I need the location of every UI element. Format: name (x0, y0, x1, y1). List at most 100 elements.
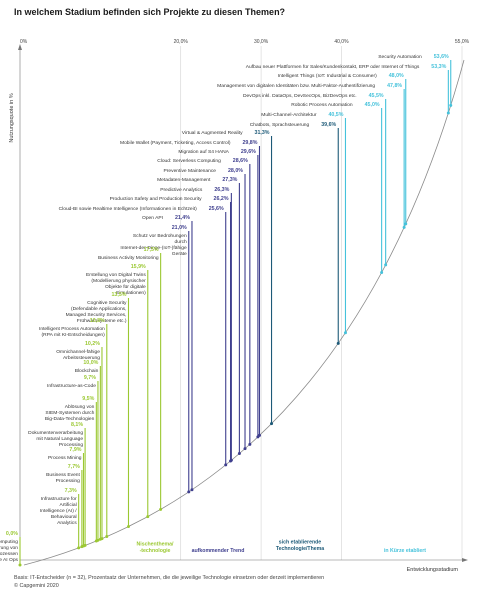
point-dot (384, 263, 388, 267)
value-label: 48,0% (389, 73, 404, 79)
point-dot (94, 539, 98, 543)
data-point: 28,6% Cloud: Serverless Computing (157, 158, 252, 446)
point-dot (77, 546, 81, 550)
value-label: 9,7% (84, 375, 96, 381)
value-label: 31,3% (255, 130, 270, 136)
point-label: Migration auf S4 HANA (178, 149, 229, 155)
x-tick-label: 20,0% (174, 39, 189, 45)
point-label: Omnichannel-fähige (56, 349, 100, 355)
category-labels: Nischenthema/-technologie aufkommender Tr… (137, 540, 427, 555)
point-label: Process Mining (48, 455, 82, 461)
point-label: Virtual & Augmented Reality (182, 130, 243, 136)
point-dot (98, 537, 102, 541)
data-point: 40,5% Multi-Channel-Architektur (261, 112, 347, 335)
point-label: Business Activity Monitoring (98, 255, 159, 261)
category-label: in Kürze etabliert (384, 548, 426, 554)
adoption-curve (23, 59, 465, 566)
point-label: zur Steuerung von (0, 545, 18, 551)
point-label: Artificial (60, 502, 77, 508)
x-tick-label: 55,0% (455, 39, 470, 45)
value-label: 47,8% (387, 83, 402, 89)
data-point: 0,0% Cognitive Computingzur Steuerung von… (0, 531, 22, 567)
data-point: 48,0% Intelligent Things (IoT: Industrial… (278, 73, 408, 226)
x-axis-label: Entwicklungsstadium (407, 567, 459, 573)
point-label: Intelligent Process Automation (39, 326, 105, 332)
data-point: 21,0% Schutz vor BedrohungendurchInternet… (120, 225, 191, 494)
point-label: Simulationen) (116, 290, 146, 296)
data-point: 13,5% Cognitive Security(Defendable Appli… (66, 292, 130, 529)
point-label: Geschäftsprozessen (0, 551, 18, 557)
data-point: 10,0% Blockchain (75, 360, 102, 541)
value-label: 53,3% (431, 64, 446, 70)
value-label: 8,1% (71, 422, 83, 428)
footnote-copyright: © Capgemini 2020 (14, 583, 59, 590)
point-dot (159, 507, 163, 511)
value-label: 10,8% (90, 318, 105, 324)
value-label: 26,3% (214, 187, 229, 193)
point-dot (224, 463, 228, 467)
x-axis-arrow (462, 558, 468, 562)
value-label: 40,5% (328, 112, 343, 118)
value-label: 39,6% (321, 122, 336, 128)
value-label: 45,0% (365, 102, 380, 108)
y-axis-arrow (18, 44, 22, 50)
point-dot (402, 225, 406, 229)
point-label: Multi-Channel-Architektur (261, 112, 317, 118)
point-label: Processing (56, 478, 80, 484)
value-label: 53,6% (434, 54, 449, 60)
point-dot (229, 459, 233, 463)
point-label: Aufbau neuer Plattformen für Sales/Kunde… (246, 64, 420, 70)
point-dot (80, 545, 84, 549)
data-point: 7,3% Infrastructure forArtificialIntellig… (40, 488, 81, 550)
data-point: 31,3% Virtual & Augmented Reality (182, 130, 274, 426)
data-point: 28,0% Preventive Maintenance (164, 168, 247, 451)
point-label: Dokumentenverarbeitung (28, 430, 83, 436)
point-label: Processing (59, 442, 83, 448)
data-point: 45,0% Robotic Process Automation (291, 102, 384, 274)
point-dot (105, 535, 109, 539)
data-point: 53,6% Security Automation (378, 54, 453, 107)
point-label: (Defendable Applications, (71, 306, 126, 312)
value-label: 29,6% (241, 149, 256, 155)
point-label: Chatbots, Sprachsteuerung (250, 122, 310, 128)
x-tick-label: 0% (20, 39, 28, 45)
point-label: Mobile Wallet (Payment, Ticketing, Acces… (120, 140, 231, 146)
point-label: durch (175, 239, 188, 245)
point-label: Infrastructure for (41, 496, 77, 502)
point-dot (343, 331, 347, 335)
y-axis-label: Nutzungsquote in % (9, 93, 15, 142)
point-label: Production Safety and Production Securit… (110, 196, 202, 202)
chart-title: In welchem Stadium befinden sich Projekt… (14, 7, 286, 17)
data-point: 47,8% Management von digitalen Identitäte… (217, 83, 406, 229)
point-label: Open API (142, 215, 163, 221)
value-label: 21,0% (172, 225, 187, 231)
category-label: sich etablierende Technologie/Thema (276, 540, 324, 553)
point-label: SIEM-Systemen durch (45, 410, 94, 416)
value-label: 10,0% (83, 360, 98, 366)
point-dot (237, 452, 241, 456)
data-point: 45,5% DevOps inkl. DataOps, DevSecOps, Bi… (243, 93, 388, 267)
point-dot (449, 103, 453, 107)
point-dot (404, 222, 408, 226)
point-label: Preventive Maintenance (164, 168, 217, 174)
point-label: Cognitive Security (87, 300, 127, 306)
grid-lines (180, 46, 463, 560)
data-points: 53,6% Security Automation 53,3% Aufbau neue… (0, 54, 453, 567)
data-point: 17,5% Business Activity Monitoring (98, 247, 163, 511)
point-dot (336, 341, 340, 345)
value-label: 29,8% (242, 140, 257, 146)
point-label: Intelligent Things (IoT: Industrial & Co… (278, 73, 377, 79)
point-label: Managed Security Services, (66, 312, 127, 318)
data-point: 25,6% Cloud-BI sowie Realtime Intelligenc… (59, 206, 228, 467)
x-tick-label: 30,0% (254, 39, 269, 45)
footnote-basis: Basis: IT-Entscheider (n = 32), Prozents… (14, 575, 325, 581)
data-point: 39,6% Chatbots, Sprachsteuerung (250, 122, 340, 345)
value-label: 13,5% (111, 292, 126, 298)
point-label: Robotic Process Automation (291, 102, 353, 108)
value-label: 15,9% (131, 264, 146, 270)
category-label: aufkommender Trend (192, 548, 245, 554)
value-label: 7,9% (69, 447, 81, 453)
point-label: Cognitive Computing (0, 539, 18, 545)
value-label: 9,5% (82, 396, 94, 402)
